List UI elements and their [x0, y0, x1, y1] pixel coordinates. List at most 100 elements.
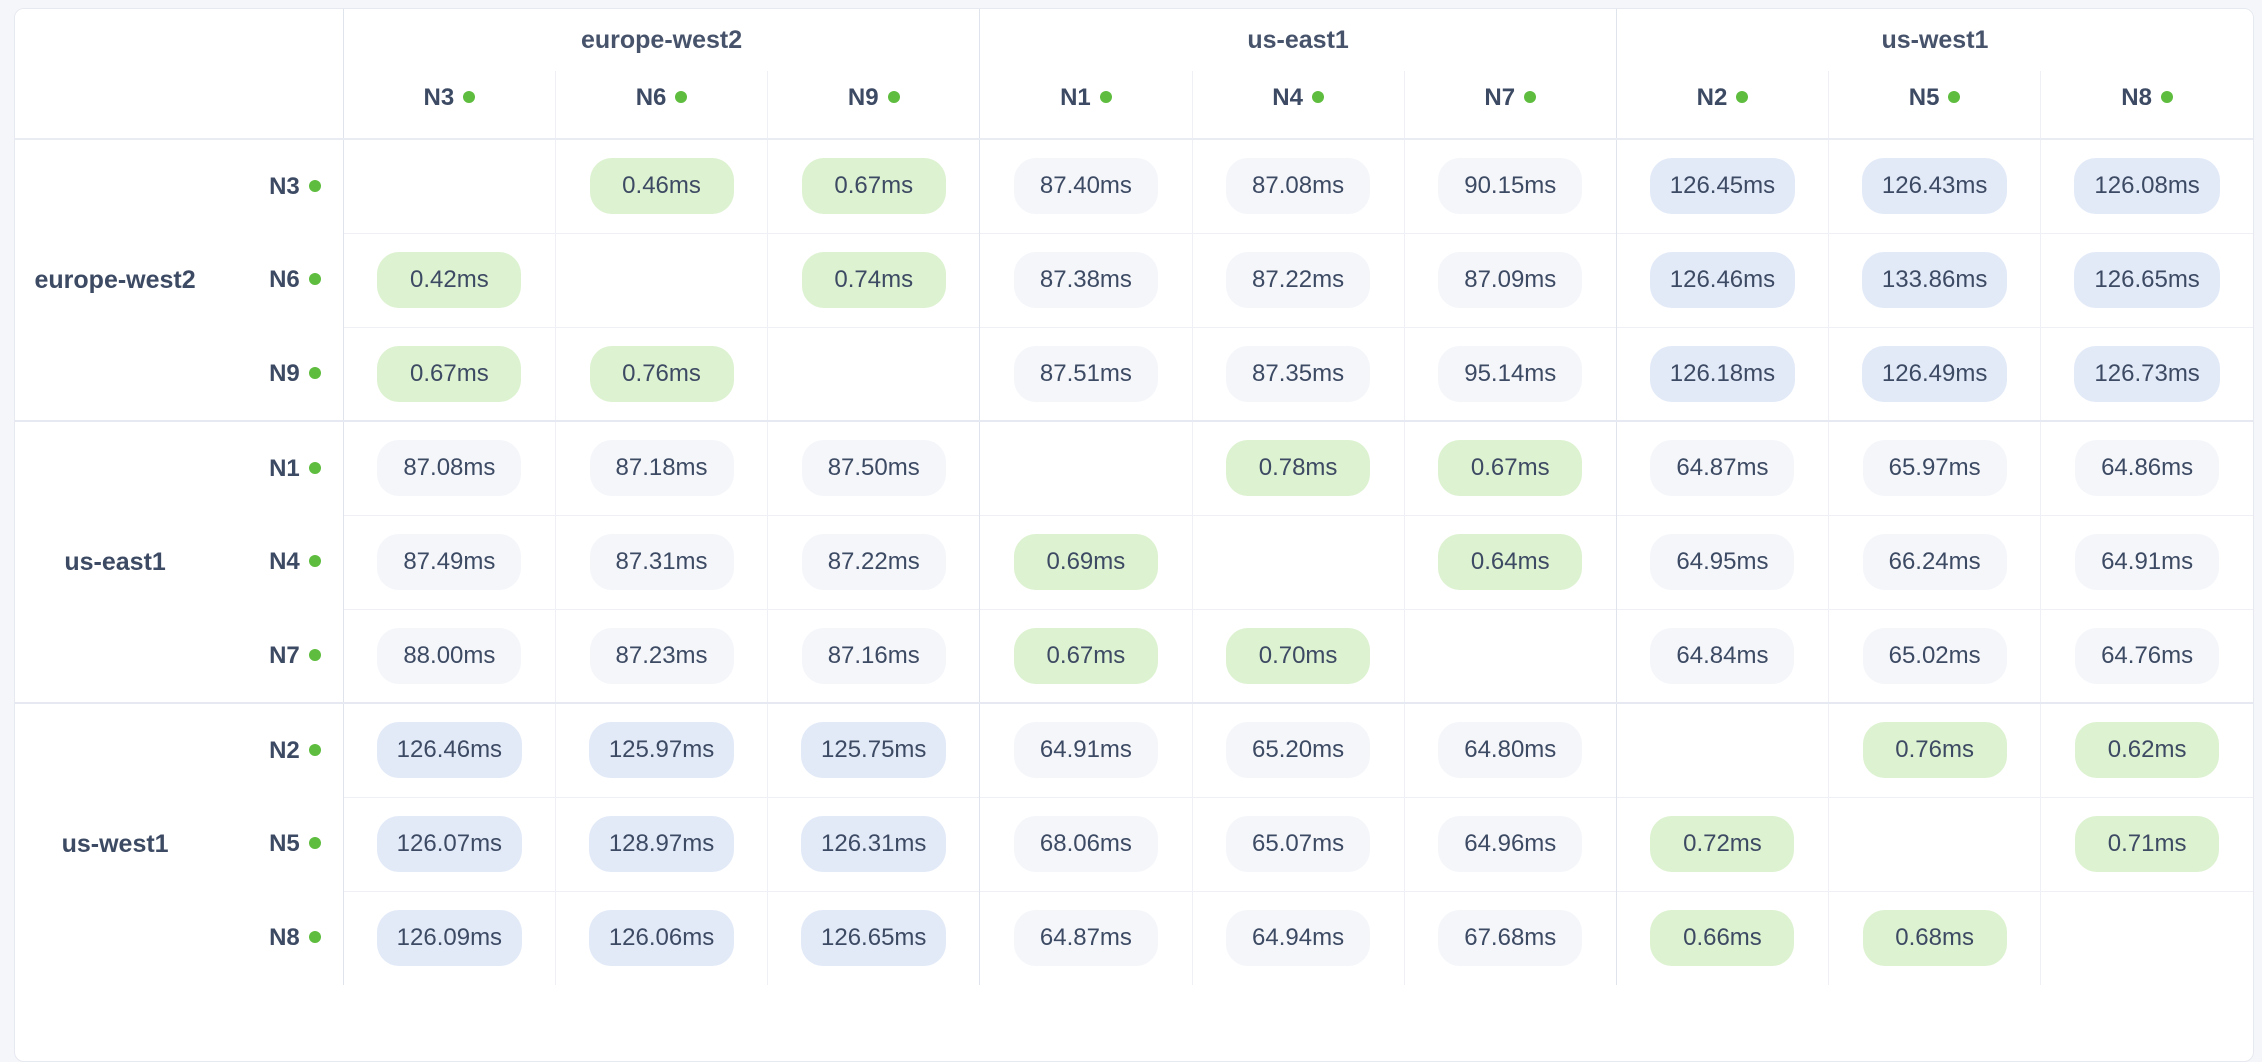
latency-cell-N7-N5[interactable]: 65.02ms	[1828, 608, 2041, 703]
latency-cell-N1-N6[interactable]: 87.18ms	[554, 420, 768, 515]
latency-cell-N1-N5[interactable]: 65.97ms	[1828, 420, 2041, 515]
latency-cell-N5-N1[interactable]: 68.06ms	[979, 796, 1192, 891]
latency-cell-N5-N8[interactable]: 0.71ms	[2040, 796, 2253, 891]
column-header-N5[interactable]: N5	[1828, 71, 2041, 140]
latency-cell-N6-N5[interactable]: 133.86ms	[1828, 232, 2041, 327]
latency-cell-N8-N7[interactable]: 67.68ms	[1403, 890, 1617, 985]
latency-cell-N5-N7[interactable]: 64.96ms	[1403, 796, 1617, 891]
latency-cell-N1-N2[interactable]: 64.87ms	[1615, 420, 1829, 515]
latency-cell-N9-N1[interactable]: 87.51ms	[979, 326, 1192, 421]
column-header-N3[interactable]: N3	[342, 71, 556, 140]
latency-cell-N9-N9[interactable]	[767, 326, 980, 421]
row-header-N4[interactable]: N4	[215, 515, 344, 609]
latency-cell-N5-N9[interactable]: 126.31ms	[767, 796, 980, 891]
latency-cell-N7-N2[interactable]: 64.84ms	[1615, 608, 1829, 703]
latency-cell-N8-N2[interactable]: 0.66ms	[1615, 890, 1829, 985]
latency-cell-N3-N1[interactable]: 87.40ms	[979, 139, 1192, 233]
latency-cell-N7-N6[interactable]: 87.23ms	[554, 608, 768, 703]
column-header-N9[interactable]: N9	[767, 71, 980, 140]
latency-cell-N1-N1[interactable]	[979, 420, 1192, 515]
latency-cell-N8-N5[interactable]: 0.68ms	[1828, 890, 2041, 985]
latency-cell-N2-N4[interactable]: 65.20ms	[1191, 702, 1405, 797]
latency-cell-N7-N9[interactable]: 87.16ms	[767, 608, 980, 703]
latency-cell-N3-N9[interactable]: 0.67ms	[767, 139, 980, 233]
latency-cell-N8-N8[interactable]	[2040, 890, 2253, 985]
latency-cell-N4-N9[interactable]: 87.22ms	[767, 514, 980, 609]
latency-cell-N9-N2[interactable]: 126.18ms	[1615, 326, 1829, 421]
row-header-N7[interactable]: N7	[215, 609, 344, 703]
latency-cell-N2-N8[interactable]: 0.62ms	[2040, 702, 2253, 797]
latency-cell-N5-N6[interactable]: 128.97ms	[554, 796, 768, 891]
latency-cell-N5-N4[interactable]: 65.07ms	[1191, 796, 1405, 891]
latency-cell-N8-N1[interactable]: 64.87ms	[979, 890, 1192, 985]
latency-cell-N8-N6[interactable]: 126.06ms	[554, 890, 768, 985]
latency-cell-N5-N3[interactable]: 126.07ms	[342, 796, 556, 891]
latency-cell-N9-N3[interactable]: 0.67ms	[342, 326, 556, 421]
latency-cell-N4-N7[interactable]: 0.64ms	[1403, 514, 1617, 609]
row-header-N2[interactable]: N2	[215, 702, 344, 797]
latency-cell-N6-N4[interactable]: 87.22ms	[1191, 232, 1405, 327]
latency-cell-N5-N2[interactable]: 0.72ms	[1615, 796, 1829, 891]
latency-cell-N7-N1[interactable]: 0.67ms	[979, 608, 1192, 703]
column-header-N1[interactable]: N1	[979, 71, 1192, 140]
latency-cell-N8-N9[interactable]: 126.65ms	[767, 890, 980, 985]
row-header-N9[interactable]: N9	[215, 327, 344, 421]
latency-cell-N9-N5[interactable]: 126.49ms	[1828, 326, 2041, 421]
column-header-N8[interactable]: N8	[2040, 71, 2253, 140]
latency-cell-N4-N6[interactable]: 87.31ms	[554, 514, 768, 609]
latency-cell-N6-N1[interactable]: 87.38ms	[979, 232, 1192, 327]
latency-cell-N1-N7[interactable]: 0.67ms	[1403, 420, 1617, 515]
latency-cell-N2-N5[interactable]: 0.76ms	[1828, 702, 2041, 797]
latency-cell-N2-N7[interactable]: 64.80ms	[1403, 702, 1617, 797]
row-header-N6[interactable]: N6	[215, 233, 344, 327]
column-header-N4[interactable]: N4	[1191, 71, 1405, 140]
latency-cell-N3-N6[interactable]: 0.46ms	[554, 139, 768, 233]
latency-cell-N1-N9[interactable]: 87.50ms	[767, 420, 980, 515]
row-header-N1[interactable]: N1	[215, 420, 344, 515]
latency-cell-N8-N4[interactable]: 64.94ms	[1191, 890, 1405, 985]
latency-cell-N6-N6[interactable]	[554, 232, 768, 327]
latency-cell-N3-N2[interactable]: 126.45ms	[1615, 139, 1829, 233]
latency-cell-N2-N2[interactable]	[1615, 702, 1829, 797]
column-header-N6[interactable]: N6	[554, 71, 768, 140]
latency-cell-N2-N6[interactable]: 125.97ms	[554, 702, 768, 797]
latency-cell-N9-N7[interactable]: 95.14ms	[1403, 326, 1617, 421]
column-header-N2[interactable]: N2	[1615, 71, 1829, 140]
latency-cell-N3-N5[interactable]: 126.43ms	[1828, 139, 2041, 233]
latency-cell-N7-N4[interactable]: 0.70ms	[1191, 608, 1405, 703]
latency-cell-N6-N3[interactable]: 0.42ms	[342, 232, 556, 327]
latency-cell-N7-N7[interactable]	[1403, 608, 1617, 703]
latency-cell-N1-N4[interactable]: 0.78ms	[1191, 420, 1405, 515]
latency-cell-N1-N3[interactable]: 87.08ms	[342, 420, 556, 515]
latency-cell-N3-N7[interactable]: 90.15ms	[1403, 139, 1617, 233]
latency-pill: 64.87ms	[1013, 910, 1158, 967]
latency-cell-N8-N3[interactable]: 126.09ms	[342, 890, 556, 985]
latency-cell-N6-N8[interactable]: 126.65ms	[2040, 232, 2253, 327]
latency-cell-N4-N8[interactable]: 64.91ms	[2040, 514, 2253, 609]
latency-cell-N7-N8[interactable]: 64.76ms	[2040, 608, 2253, 703]
latency-cell-N3-N8[interactable]: 126.08ms	[2040, 139, 2253, 233]
latency-cell-N4-N5[interactable]: 66.24ms	[1828, 514, 2041, 609]
latency-cell-N2-N3[interactable]: 126.46ms	[342, 702, 556, 797]
row-header-N8[interactable]: N8	[215, 891, 344, 985]
latency-cell-N6-N9[interactable]: 0.74ms	[767, 232, 980, 327]
latency-cell-N4-N1[interactable]: 0.69ms	[979, 514, 1192, 609]
latency-cell-N1-N8[interactable]: 64.86ms	[2040, 420, 2253, 515]
column-header-N7[interactable]: N7	[1403, 71, 1617, 140]
latency-cell-N6-N7[interactable]: 87.09ms	[1403, 232, 1617, 327]
latency-cell-N5-N5[interactable]	[1828, 796, 2041, 891]
latency-cell-N4-N2[interactable]: 64.95ms	[1615, 514, 1829, 609]
latency-cell-N2-N9[interactable]: 125.75ms	[767, 702, 980, 797]
row-header-N3[interactable]: N3	[215, 138, 344, 233]
latency-cell-N6-N2[interactable]: 126.46ms	[1615, 232, 1829, 327]
latency-cell-N9-N6[interactable]: 0.76ms	[554, 326, 768, 421]
row-header-N5[interactable]: N5	[215, 797, 344, 891]
latency-cell-N7-N3[interactable]: 88.00ms	[342, 608, 556, 703]
latency-cell-N4-N3[interactable]: 87.49ms	[342, 514, 556, 609]
latency-cell-N3-N3[interactable]	[342, 139, 556, 233]
latency-cell-N9-N8[interactable]: 126.73ms	[2040, 326, 2253, 421]
latency-cell-N9-N4[interactable]: 87.35ms	[1191, 326, 1405, 421]
latency-cell-N2-N1[interactable]: 64.91ms	[979, 702, 1192, 797]
latency-cell-N4-N4[interactable]	[1191, 514, 1405, 609]
latency-cell-N3-N4[interactable]: 87.08ms	[1191, 139, 1405, 233]
